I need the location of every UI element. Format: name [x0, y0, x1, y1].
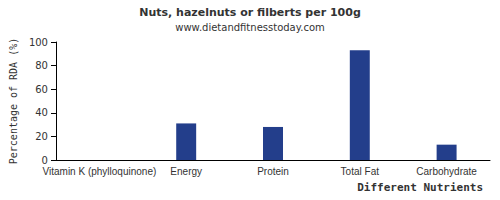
svg-text:Carbohydrate: Carbohydrate [416, 166, 477, 177]
svg-text:20: 20 [35, 131, 48, 142]
svg-text:Total Fat: Total Fat [341, 166, 380, 177]
svg-text:100: 100 [29, 37, 48, 48]
svg-text:80: 80 [35, 60, 48, 71]
svg-text:Vitamin K (phylloquinone): Vitamin K (phylloquinone) [42, 166, 156, 177]
svg-text:Nuts, hazelnuts or filberts pe: Nuts, hazelnuts or filberts per 100g [139, 6, 361, 19]
svg-text:Energy: Energy [170, 166, 202, 177]
svg-text:Different Nutrients: Different Nutrients [357, 181, 483, 194]
svg-text:Protein: Protein [257, 166, 289, 177]
svg-text:0: 0 [42, 155, 48, 166]
svg-text:40: 40 [35, 107, 48, 118]
svg-text:60: 60 [35, 84, 48, 95]
svg-text:www.dietandfitnesstoday.com: www.dietandfitnesstoday.com [175, 22, 324, 33]
svg-text:Percentage of RDA (%): Percentage of RDA (%) [8, 38, 19, 164]
